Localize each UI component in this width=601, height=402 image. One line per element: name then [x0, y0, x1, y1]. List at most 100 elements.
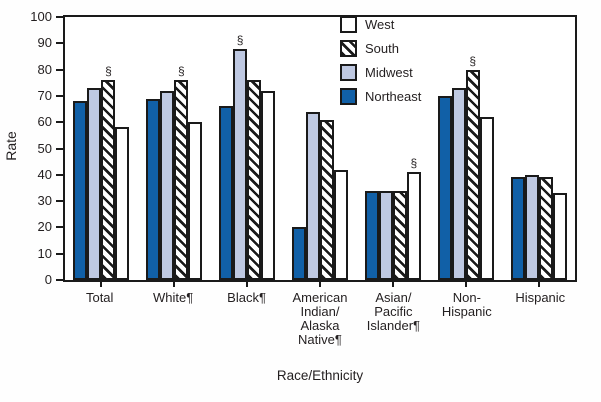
y-axis-tick — [56, 200, 63, 203]
legend-item-midwest: Midwest — [340, 64, 421, 81]
bar-slot — [219, 106, 234, 280]
bar-south — [101, 80, 116, 280]
bar-group: § — [65, 17, 138, 280]
bar-slot — [392, 191, 407, 280]
bar-west — [334, 170, 348, 280]
x-axis-tick-label: Hispanic — [515, 290, 566, 305]
y-axis-tick — [56, 279, 63, 281]
bar-midwest — [160, 91, 175, 280]
bar-slot — [378, 191, 393, 280]
y-axis-tick-label: 90 — [37, 35, 52, 51]
legend-label: Midwest — [365, 65, 413, 80]
bar-slot: § — [101, 65, 116, 280]
x-axis-tick — [246, 282, 249, 287]
x-axis-tick-label: Asian/ Pacific Islander¶ — [366, 290, 421, 333]
bar-west — [479, 117, 494, 280]
x-axis-category-labels: Total White¶ Black¶ American Indian/ Alaska… — [63, 291, 577, 347]
y-axis-tick — [56, 16, 63, 18]
legend-item-south: South — [340, 40, 421, 57]
bar-group: § — [429, 17, 502, 280]
x-axis-tick — [173, 282, 176, 287]
bar-group: § — [211, 17, 284, 280]
bar-west — [552, 193, 567, 280]
bar-slot — [306, 112, 320, 280]
bar-slot: § — [233, 34, 248, 280]
bar-midwest — [378, 191, 393, 280]
bar-south — [247, 80, 262, 280]
significance-marker: § — [236, 33, 244, 47]
bar-slot — [247, 80, 262, 280]
legend-swatch-south — [340, 40, 357, 57]
bar-slot — [552, 193, 567, 280]
bar-slot — [87, 88, 102, 280]
bar-northeast — [292, 227, 306, 280]
legend-swatch-midwest — [340, 64, 357, 81]
bar-slot — [437, 96, 452, 280]
legend-swatch-west — [340, 16, 357, 33]
significance-marker: § — [410, 156, 418, 170]
x-axis-tick-label: White¶ — [153, 290, 194, 305]
y-axis-tick — [56, 147, 63, 150]
bar-slot — [538, 177, 553, 280]
bar-slot — [292, 227, 306, 280]
significance-marker: § — [177, 64, 185, 78]
y-axis-tick-label: 20 — [37, 219, 52, 235]
bar-northeast — [219, 106, 234, 280]
bar-slot: § — [465, 55, 480, 280]
bar-slot — [524, 175, 539, 280]
legend-label: West — [365, 17, 395, 32]
bar-south — [320, 120, 334, 280]
bar-group: § — [138, 17, 211, 280]
y-axis-tick — [56, 68, 63, 71]
bar-group: § — [356, 17, 429, 280]
y-axis-tick-label: 70 — [37, 87, 52, 103]
bar-northeast — [510, 177, 525, 280]
legend-label: Northeast — [365, 89, 422, 104]
bar-slot — [334, 170, 348, 280]
y-axis-title: Rate — [3, 131, 19, 161]
bar-northeast — [73, 101, 88, 280]
plot-area: § § § § § — [63, 15, 577, 282]
y-axis-tick-label: 60 — [37, 114, 52, 130]
x-axis-tick-label: Black¶ — [227, 290, 266, 305]
legend-item-west: West — [340, 16, 421, 33]
bar-slot — [261, 91, 276, 280]
bar-slot — [479, 117, 494, 280]
bar-slot — [451, 88, 466, 280]
bar-slot: § — [406, 157, 421, 280]
bar-slot — [160, 91, 175, 280]
bar-south — [392, 191, 407, 280]
legend-swatch-northeast — [340, 88, 357, 105]
bar-group — [502, 17, 575, 280]
bar-west — [406, 172, 421, 280]
bar-slot — [320, 120, 334, 280]
y-axis-tick-label: 0 — [44, 272, 52, 287]
y-axis-tick — [56, 121, 63, 124]
x-axis-tick — [100, 282, 103, 287]
x-axis-tick-label: Non- Hispanic — [441, 290, 492, 319]
y-axis-tick-label: 50 — [37, 140, 52, 156]
legend-item-northeast: Northeast — [340, 88, 421, 105]
bar-south — [538, 177, 553, 280]
bar-slot: § — [174, 65, 189, 280]
significance-marker: § — [105, 64, 112, 78]
y-axis-tick — [56, 42, 63, 45]
bar-northeast — [437, 96, 452, 280]
bar-group — [284, 17, 357, 280]
x-axis-tick — [464, 282, 467, 287]
x-axis-tick — [391, 282, 394, 287]
bar-midwest — [87, 88, 102, 280]
bar-west — [115, 127, 130, 280]
bar-slot — [188, 122, 203, 280]
bar-south — [174, 80, 189, 280]
x-axis-tick-label: American Indian/ Alaska Native¶ — [292, 290, 348, 347]
bar-slot — [146, 99, 161, 280]
legend-label: South — [365, 41, 399, 56]
legend: West South Midwest Northeast — [340, 16, 421, 112]
bar-slot — [510, 177, 525, 280]
bar-midwest — [451, 88, 466, 280]
bar-northeast — [364, 191, 379, 280]
bar-slot — [115, 127, 130, 280]
x-axis-tick — [319, 282, 321, 287]
